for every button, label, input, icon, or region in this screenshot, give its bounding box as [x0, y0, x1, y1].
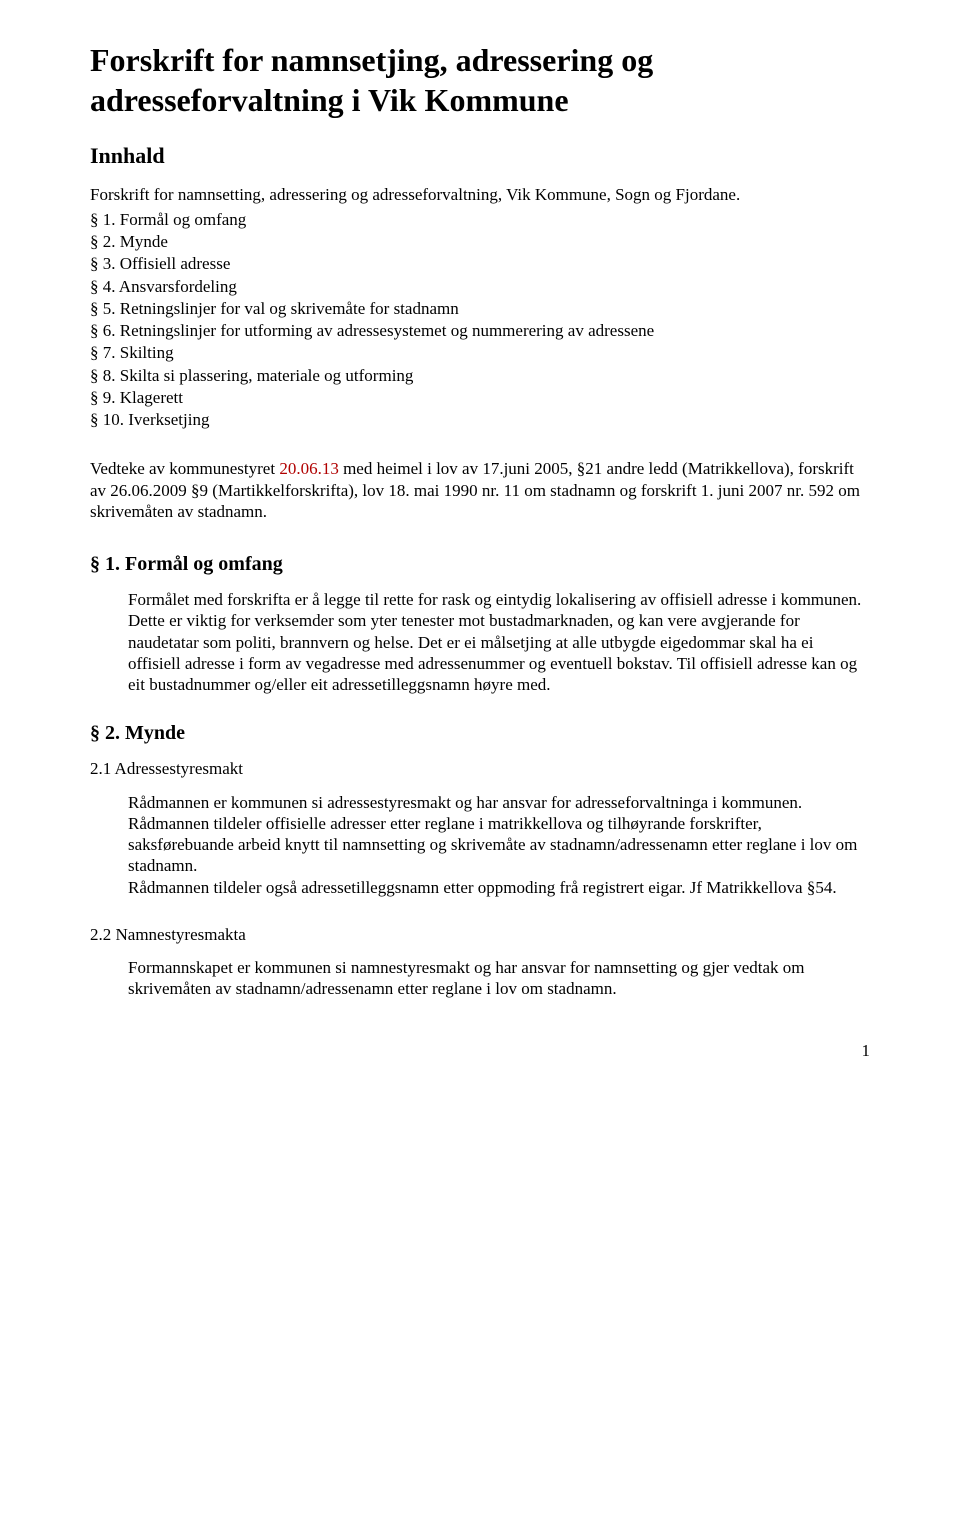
section-2-1-body: Rådmannen er kommunen si adressestyresma… — [128, 792, 870, 898]
section-1-heading: § 1. Formål og omfang — [90, 552, 870, 577]
adoption-date: 20.06.13 — [279, 459, 339, 478]
toc-item: § 5. Retningslinjer for val og skrivemåt… — [90, 298, 870, 319]
toc-heading: Innhald — [90, 142, 870, 170]
adoption-prefix: Vedteke av kommunestyret — [90, 459, 279, 478]
section-1-body: Formålet med forskrifta er å legge til r… — [128, 589, 870, 695]
section-2-2-label: 2.2 Namnestyresmakta — [90, 924, 870, 945]
toc-lead: Forskrift for namnsetting, adressering o… — [90, 184, 870, 205]
document-title: Forskrift for namnsetjing, adressering o… — [90, 40, 870, 120]
toc-block: Forskrift for namnsetting, adressering o… — [90, 184, 870, 431]
toc-item: § 2. Mynde — [90, 231, 870, 252]
toc-item: § 3. Offisiell adresse — [90, 253, 870, 274]
section-2-1-label: 2.1 Adressestyresmakt — [90, 758, 870, 779]
toc-item: § 9. Klagerett — [90, 387, 870, 408]
page-number: 1 — [90, 1040, 870, 1061]
toc-item: § 7. Skilting — [90, 342, 870, 363]
section-2-2-body: Formannskapet er kommunen si namnestyres… — [128, 957, 870, 1000]
toc-item: § 4. Ansvarsfordeling — [90, 276, 870, 297]
toc-item: § 6. Retningslinjer for utforming av adr… — [90, 320, 870, 341]
section-2-heading: § 2. Mynde — [90, 721, 870, 746]
toc-item: § 10. Iverksetjing — [90, 409, 870, 430]
toc-item: § 1. Formål og omfang — [90, 209, 870, 230]
toc-item: § 8. Skilta si plassering, materiale og … — [90, 365, 870, 386]
adoption-paragraph: Vedteke av kommunestyret 20.06.13 med he… — [90, 458, 870, 522]
